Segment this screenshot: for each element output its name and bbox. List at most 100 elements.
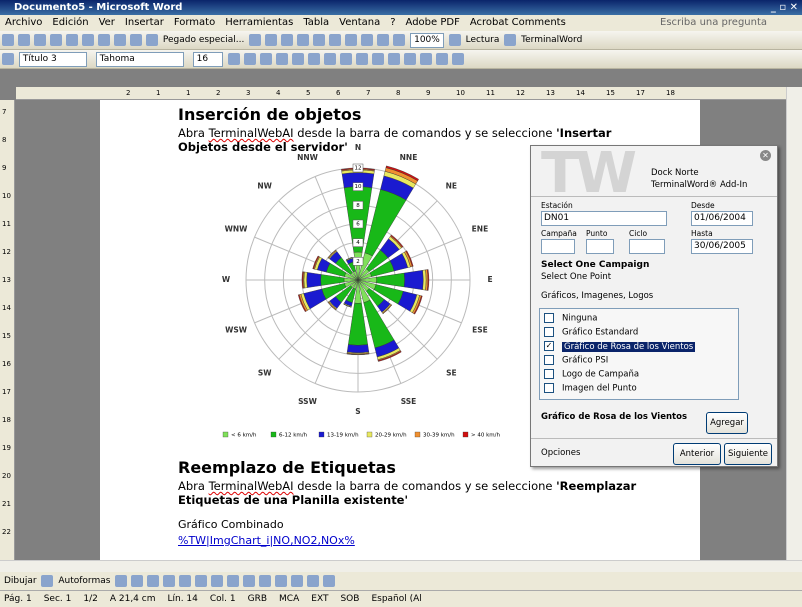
icon[interactable]: [356, 53, 368, 65]
icon[interactable]: [276, 53, 288, 65]
icon[interactable]: [114, 34, 126, 46]
addin-button[interactable]: TerminalWord: [521, 35, 582, 45]
icon[interactable]: [227, 575, 239, 587]
icon[interactable]: [340, 53, 352, 65]
font-box[interactable]: Tahoma: [96, 52, 184, 67]
icon[interactable]: [82, 34, 94, 46]
menu-item[interactable]: Ventana: [339, 17, 380, 28]
icon[interactable]: [211, 575, 223, 587]
size-box[interactable]: 16: [193, 52, 223, 67]
icon[interactable]: [372, 53, 384, 65]
icon[interactable]: [308, 53, 320, 65]
icon[interactable]: [313, 34, 325, 46]
icon[interactable]: [243, 575, 255, 587]
icon[interactable]: [34, 34, 46, 46]
draw-menu[interactable]: Dibujar: [4, 576, 37, 586]
field-code[interactable]: %TW|ImgChart_i|NO,NO2,NOx%: [178, 534, 355, 547]
point-spinner[interactable]: [586, 239, 614, 254]
icon[interactable]: [115, 575, 127, 587]
style-box[interactable]: Título 3: [19, 52, 87, 67]
autoshapes-menu[interactable]: Autoformas: [58, 576, 110, 586]
icon[interactable]: [404, 53, 416, 65]
icon[interactable]: [323, 575, 335, 587]
checkbox[interactable]: [544, 369, 554, 379]
icon[interactable]: [163, 575, 175, 587]
menu-item[interactable]: Formato: [174, 17, 215, 28]
checkbox[interactable]: ✓: [544, 341, 554, 351]
checkbox[interactable]: [544, 327, 554, 337]
menu-item[interactable]: ?: [390, 17, 395, 28]
option-row[interactable]: Logo de Campaña: [544, 369, 639, 380]
option-row[interactable]: Gráfico PSI: [544, 355, 608, 366]
menu-item[interactable]: Tabla: [303, 17, 329, 28]
icon[interactable]: [307, 575, 319, 587]
icon[interactable]: [195, 575, 207, 587]
icon[interactable]: [249, 34, 261, 46]
icon[interactable]: [98, 34, 110, 46]
icon[interactable]: [244, 53, 256, 65]
icon[interactable]: [260, 53, 272, 65]
vertical-scrollbar[interactable]: [786, 87, 802, 560]
to-date[interactable]: 30/06/2005: [691, 239, 753, 254]
icon[interactable]: [2, 53, 14, 65]
option-row[interactable]: ✓Gráfico de Rosa de los Vientos: [544, 341, 695, 352]
option-row[interactable]: Imagen del Punto: [544, 383, 637, 394]
icon[interactable]: [2, 34, 14, 46]
menu-item[interactable]: Archivo: [5, 17, 42, 28]
icon[interactable]: [146, 34, 158, 46]
window-controls[interactable]: _ ▫ ✕: [771, 0, 798, 15]
checkbox[interactable]: [544, 355, 554, 365]
icon[interactable]: [292, 53, 304, 65]
reading-button[interactable]: Lectura: [466, 35, 500, 45]
station-field[interactable]: DN01: [541, 211, 667, 226]
icon[interactable]: [131, 575, 143, 587]
icon[interactable]: [275, 575, 287, 587]
icon[interactable]: [281, 34, 293, 46]
icon[interactable]: [436, 53, 448, 65]
icon[interactable]: [388, 53, 400, 65]
icon[interactable]: [449, 34, 461, 46]
icon[interactable]: [345, 34, 357, 46]
option-row[interactable]: Gráfico Estandard: [544, 327, 638, 338]
icon[interactable]: [147, 575, 159, 587]
back-button[interactable]: Anterior: [673, 443, 721, 465]
icon[interactable]: [361, 34, 373, 46]
options-link[interactable]: Opciones: [541, 448, 580, 458]
icon[interactable]: [259, 575, 271, 587]
zoom-box[interactable]: 100%: [410, 33, 444, 48]
menu-item[interactable]: Adobe PDF: [406, 17, 460, 28]
add-button[interactable]: Agregar: [706, 412, 748, 434]
menu-item[interactable]: Herramientas: [225, 17, 293, 28]
icon[interactable]: [393, 34, 405, 46]
icon[interactable]: [265, 34, 277, 46]
menu-item[interactable]: Ver: [99, 17, 115, 28]
icon[interactable]: [228, 53, 240, 65]
next-button[interactable]: Siguiente: [724, 443, 772, 465]
icon[interactable]: [291, 575, 303, 587]
icon[interactable]: [66, 34, 78, 46]
icon[interactable]: [324, 53, 336, 65]
menu-item[interactable]: Edición: [52, 17, 88, 28]
icon[interactable]: [452, 53, 464, 65]
campaign-field[interactable]: [541, 239, 575, 254]
checkbox[interactable]: [544, 383, 554, 393]
option-row[interactable]: Ninguna: [544, 313, 598, 324]
icon[interactable]: [420, 53, 432, 65]
icon[interactable]: [329, 34, 341, 46]
menu-item[interactable]: Acrobat Comments: [470, 17, 566, 28]
icon[interactable]: [179, 575, 191, 587]
paste-special-button[interactable]: Pegado especial...: [163, 35, 244, 45]
icon[interactable]: [504, 34, 516, 46]
icon[interactable]: [130, 34, 142, 46]
menu-item[interactable]: Insertar: [125, 17, 164, 28]
icon[interactable]: [50, 34, 62, 46]
cycle-spinner[interactable]: [629, 239, 665, 254]
from-date[interactable]: 01/06/2004: [691, 211, 753, 226]
icon[interactable]: [41, 575, 53, 587]
icon[interactable]: [18, 34, 30, 46]
close-button[interactable]: ✕: [760, 150, 771, 161]
checkbox[interactable]: [544, 313, 554, 323]
icon[interactable]: [297, 34, 309, 46]
icon[interactable]: [377, 34, 389, 46]
help-box[interactable]: Escriba una pregunta: [660, 15, 767, 31]
